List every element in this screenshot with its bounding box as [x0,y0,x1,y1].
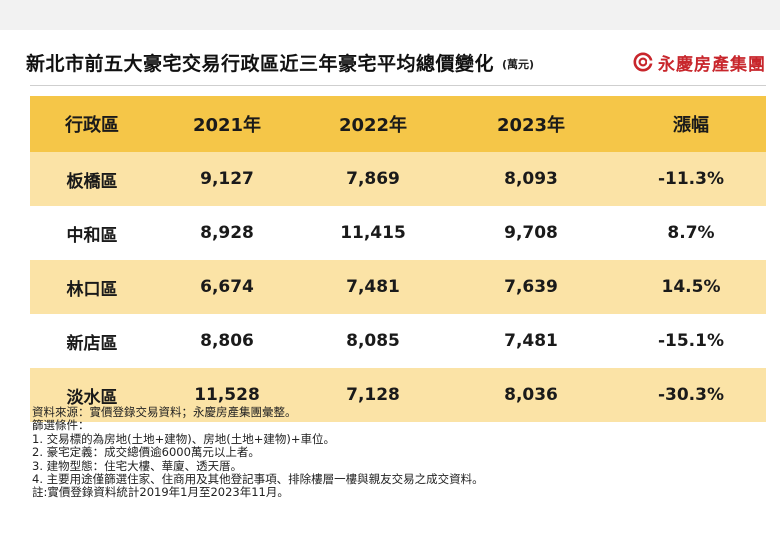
value-cell: 11,415 [300,206,446,260]
source-notes: 資料來源：實價登錄交易資料；永慶房產集團彙整。 篩選條件： 1. 交易標的為房地… [32,405,762,500]
district-cell: 板橋區 [30,152,154,206]
district-cell: 淡水區 [30,368,154,422]
change-cell: -11.3% [616,152,766,206]
table-row: 新店區 8,806 8,085 7,481 -15.1% [30,314,766,368]
district-cell: 林口區 [30,260,154,314]
table-row: 中和區 8,928 11,415 9,708 8.7% [30,206,766,260]
note-line: 1. 交易標的為房地(土地+建物)、房地(土地+建物)+車位。 [32,431,335,446]
title-row: 新北市前五大豪宅交易行政區近三年豪宅平均總價變化 (萬元) 永慶房產集團 [26,44,766,80]
column-header: 行政區 [30,96,154,152]
column-header: 漲幅 [616,96,766,152]
note-line: 2. 豪宅定義：成交總價逾6000萬元以上者。 [32,445,260,460]
brand-mark-icon [633,52,653,72]
value-cell: 8,093 [446,152,616,206]
value-cell: 9,127 [154,152,300,206]
table-row: 淡水區 11,528 7,128 8,036 -30.3% [30,368,766,422]
district-cell: 中和區 [30,206,154,260]
column-header: 2022年 [300,96,446,152]
value-cell: 8,928 [154,206,300,260]
value-cell: 7,481 [446,314,616,368]
table-row: 板橋區 9,127 7,869 8,093 -11.3% [30,152,766,206]
district-cell: 新店區 [30,314,154,368]
value-cell: 8,085 [300,314,446,368]
title-divider [30,85,766,86]
value-cell: 8,036 [446,368,616,422]
note-line: 篩選條件： [32,418,90,433]
value-cell: 7,128 [300,368,446,422]
column-header: 2021年 [154,96,300,152]
unit-label: (萬元) [502,58,535,71]
change-cell: -15.1% [616,314,766,368]
brand-name: 永慶房產集團 [658,54,766,75]
column-header: 2023年 [446,96,616,152]
table-header-row: 行政區 2021年 2022年 2023年 漲幅 [30,96,766,152]
chart-title: 新北市前五大豪宅交易行政區近三年豪宅平均總價變化 [26,52,495,75]
change-cell: 14.5% [616,260,766,314]
note-line: 資料來源：實價登錄交易資料；永慶房產集團彙整。 [32,405,297,419]
chart-card: 新北市前五大豪宅交易行政區近三年豪宅平均總價變化 (萬元) 永慶房產集團 行政區… [0,30,780,538]
value-cell: 9,708 [446,206,616,260]
note-line: 3. 建物型態：住宅大樓、華廈、透天厝。 [32,458,243,473]
value-cell: 8,806 [154,314,300,368]
note-line: 4. 主要用途僅篩選住家、住商用及其他登記事項、排除樓層一樓與親友交易之成交資料… [32,472,484,487]
value-cell: 7,869 [300,152,446,206]
value-cell: 6,674 [154,260,300,314]
change-cell: 8.7% [616,206,766,260]
note-line: 註:實價登錄資料統計2019年1月至2023年11月。 [32,485,289,500]
table-row: 林口區 6,674 7,481 7,639 14.5% [30,260,766,314]
change-cell: -30.3% [616,368,766,422]
value-cell: 7,639 [446,260,616,314]
value-cell: 7,481 [300,260,446,314]
price-table: 行政區 2021年 2022年 2023年 漲幅 板橋區 9,127 7,869… [30,96,766,422]
value-cell: 11,528 [154,368,300,422]
brand-logo: 永慶房產集團 [633,50,766,75]
